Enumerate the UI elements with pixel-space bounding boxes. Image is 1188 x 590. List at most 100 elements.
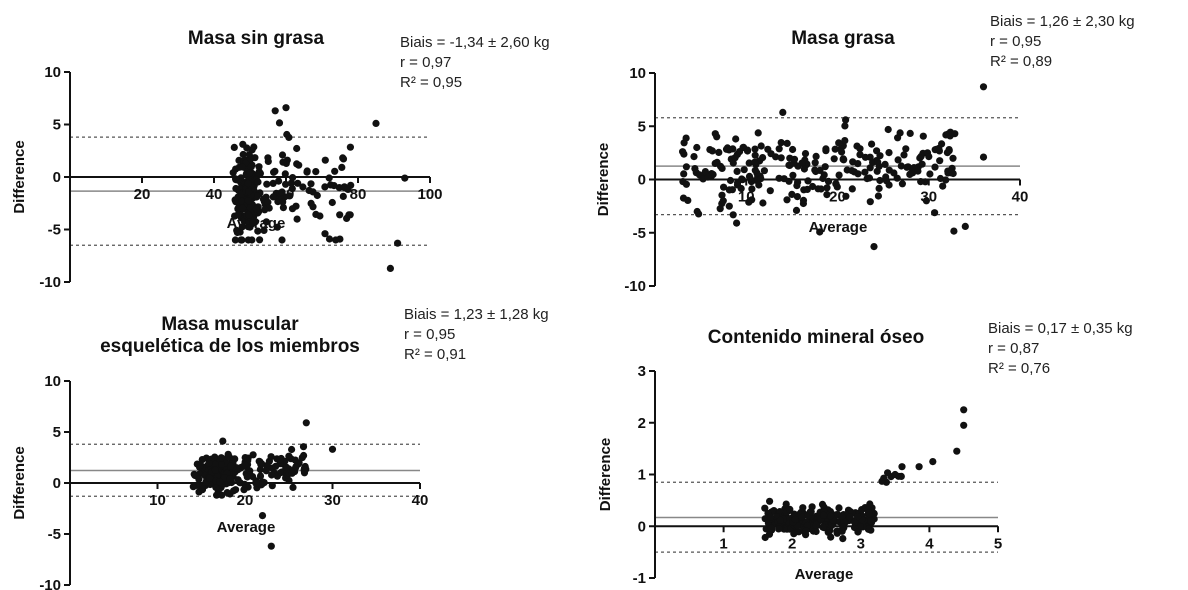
data-point	[931, 209, 939, 217]
data-point	[914, 167, 922, 175]
data-point	[336, 235, 344, 243]
stat-line: Biais = 1,23 ± 1,28 kg	[404, 306, 549, 323]
x-tick-label: 20	[829, 189, 846, 206]
data-point	[759, 199, 767, 207]
stat-line: r = 0,97	[400, 54, 451, 71]
data-point	[283, 463, 291, 471]
data-point	[231, 196, 239, 204]
data-point	[979, 83, 988, 91]
data-point	[706, 146, 714, 154]
y-tick-label: -10	[39, 577, 61, 590]
data-point	[211, 460, 219, 469]
data-point	[884, 469, 892, 477]
data-point	[268, 471, 276, 479]
data-point	[802, 527, 810, 535]
x-tick-label: 40	[206, 186, 223, 203]
y-tick-label: 10	[44, 373, 61, 390]
data-point	[838, 148, 846, 156]
data-point	[243, 473, 251, 481]
data-point	[262, 218, 270, 226]
data-point	[944, 130, 952, 138]
data-point	[874, 192, 883, 200]
data-point	[238, 163, 247, 171]
data-point	[684, 196, 692, 204]
data-point	[218, 491, 226, 499]
data-point	[267, 542, 275, 550]
y-tick-label: -1	[633, 570, 646, 587]
data-point	[282, 180, 290, 188]
data-point	[716, 205, 724, 213]
data-point	[938, 140, 946, 148]
data-point	[745, 198, 753, 206]
y-tick-label: 10	[44, 64, 61, 81]
data-point	[935, 147, 944, 155]
data-point	[734, 178, 742, 187]
y-axis-label: Difference	[595, 143, 612, 216]
data-point	[307, 180, 315, 188]
data-point	[929, 458, 937, 466]
data-point	[292, 462, 300, 471]
data-point	[321, 183, 329, 191]
data-point	[919, 132, 927, 140]
data-point	[788, 190, 796, 198]
data-point	[733, 167, 741, 175]
data-point	[804, 177, 812, 185]
data-point	[217, 454, 225, 462]
panel-title: Contenido mineral óseo	[708, 327, 924, 348]
data-point	[793, 193, 802, 201]
data-point	[748, 185, 756, 193]
data-point	[277, 468, 286, 476]
data-point	[842, 116, 850, 124]
data-point	[241, 480, 249, 488]
data-point	[876, 152, 884, 160]
data-point	[841, 137, 849, 145]
data-point	[213, 491, 221, 499]
data-point	[811, 166, 819, 174]
stat-line: Biais = -1,34 ± 2,60 kg	[400, 34, 550, 51]
x-tick-label: 80	[350, 186, 367, 203]
data-point	[830, 155, 838, 163]
data-point	[791, 515, 799, 524]
data-point	[217, 460, 225, 468]
data-point	[386, 264, 394, 272]
data-point	[299, 183, 307, 191]
data-point	[234, 210, 242, 219]
data-point	[811, 159, 819, 167]
data-point	[288, 445, 296, 454]
data-point	[305, 186, 313, 195]
data-point	[325, 174, 333, 182]
data-point	[864, 525, 873, 533]
data-point	[253, 192, 261, 200]
data-point	[254, 227, 262, 235]
y-tick-label: 0	[638, 172, 646, 189]
data-point	[257, 481, 265, 489]
data-point	[820, 511, 828, 519]
data-point	[751, 145, 759, 153]
data-point	[751, 151, 759, 159]
data-point	[230, 143, 238, 151]
panel-title: Masa sin grasa	[188, 28, 325, 49]
data-point	[823, 191, 831, 199]
data-point	[821, 163, 829, 171]
data-point	[256, 472, 265, 480]
data-point	[720, 183, 728, 191]
data-point	[303, 167, 311, 175]
data-point	[861, 168, 869, 176]
data-point	[244, 197, 252, 205]
y-tick-label: -10	[624, 278, 646, 295]
data-point	[823, 184, 831, 192]
data-point	[757, 142, 765, 150]
data-point	[270, 168, 278, 176]
data-point	[300, 466, 308, 474]
data-point	[755, 181, 763, 189]
data-point	[897, 472, 905, 480]
data-point	[812, 152, 820, 160]
data-point	[275, 177, 283, 185]
data-point	[256, 236, 264, 244]
data-point	[263, 180, 271, 188]
data-point	[868, 140, 876, 148]
data-point	[894, 156, 902, 164]
data-point	[903, 163, 911, 171]
x-tick-label: 40	[412, 492, 429, 509]
